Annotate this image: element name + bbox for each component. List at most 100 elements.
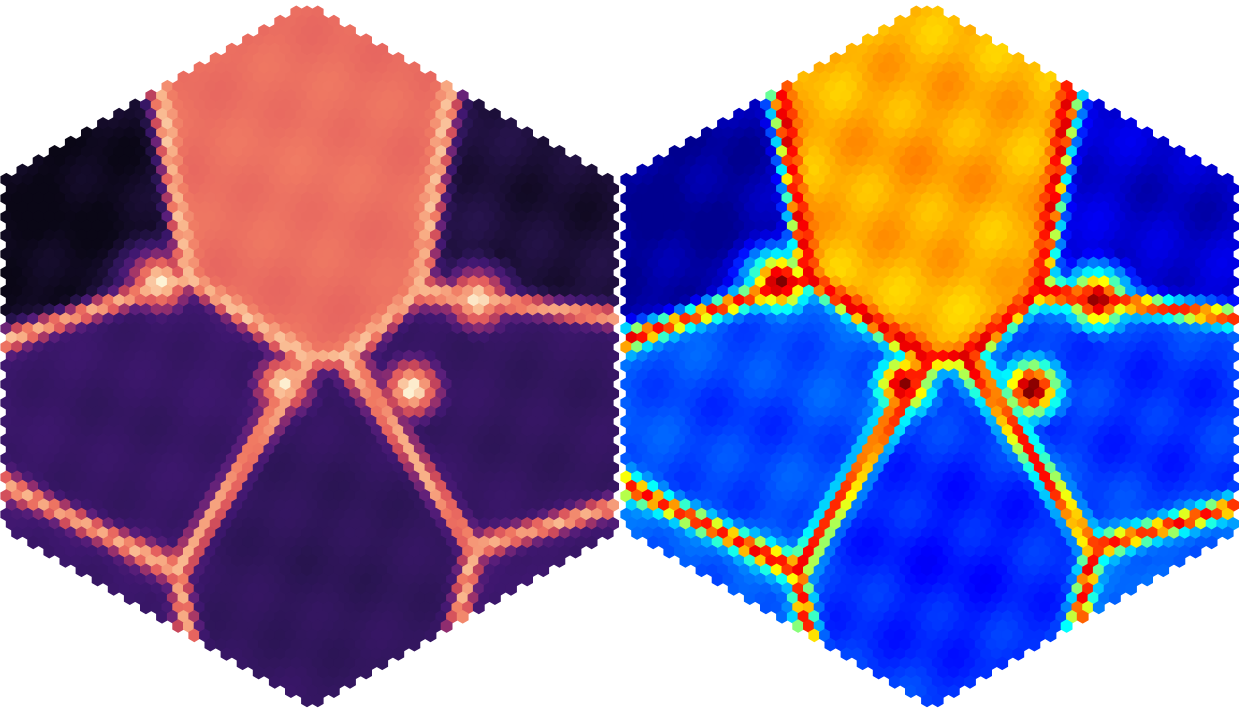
hex-cell [942,117,955,131]
hex-cell [845,265,858,280]
hex-cell [123,312,136,326]
hex-cell [43,228,56,243]
hex-cell [183,414,195,429]
hex-cell [996,172,1009,187]
hex-cell [107,303,120,317]
hex-cell [483,451,496,466]
hex-cell [958,89,971,103]
hex-cell [413,554,426,568]
hex-cell [964,340,976,354]
hex-cell [575,479,587,494]
hex-cell [328,331,340,345]
hex-cell [123,517,136,531]
hex-cell [845,172,858,187]
hex-cell [86,303,99,317]
hex-cell [711,219,724,233]
hex-cell [510,461,523,475]
hex-cell [199,535,211,550]
hex-cell [268,600,281,615]
hex-cell [510,498,523,512]
hex-cell [344,191,356,206]
hex-cell [107,377,120,392]
hex-cell [494,321,507,336]
hex-cell [931,61,944,75]
hex-cell [183,470,195,485]
hex-cell [225,563,238,578]
hex-cell [803,98,815,113]
hex-cell [215,172,227,187]
hex-cell [1033,275,1046,289]
hex-cell [123,107,136,122]
hex-cell [225,396,238,410]
hex-cell [387,172,399,187]
hex-cell [462,265,474,280]
hex-cell [268,358,281,373]
hex-cell [301,451,313,466]
hex-cell [1152,200,1164,215]
hex-cell [440,321,453,336]
hex-cell [258,135,270,150]
hex-cell [1050,265,1062,280]
hex-cell [542,238,555,252]
hex-cell [1012,107,1025,122]
hex-cell [344,489,356,503]
hex-cell [1007,210,1019,224]
hex-cell [1189,191,1202,206]
hex-cell [668,256,681,271]
hex-cell [456,238,469,252]
hex-cell [510,386,523,401]
hex-cell [749,247,762,261]
hex-cell [27,517,40,531]
hex-cell [75,451,88,466]
hex-cell [344,228,356,243]
hex-cell [177,591,190,605]
hex-cell [370,163,383,178]
hex-cell [285,461,297,475]
hex-cell [263,349,276,364]
hex-cell [311,358,324,373]
hex-cell [862,349,874,364]
hex-cell [760,358,772,373]
hex-cell [684,247,697,261]
hex-cell [1200,321,1213,336]
hex-cell [878,154,890,168]
hex-cell [990,182,1003,196]
hex-cell [365,321,378,336]
hex-cell [451,303,464,317]
hex-cell [813,247,826,261]
hex-cell [478,349,491,364]
hex-cell [295,256,308,271]
hex-cell [717,191,729,206]
hex-cell [328,405,340,419]
hex-cell [419,526,431,540]
hex-cell [974,284,987,299]
hex-cell [733,349,745,364]
hex-cell [878,210,890,224]
hex-cell [701,256,713,271]
hex-cell [1066,200,1078,215]
hex-cell [462,98,474,113]
hex-cell [695,340,708,354]
hex-cell [279,340,292,354]
hex-cell [467,368,480,382]
hex-cell [472,433,485,447]
hex-cell [521,461,533,475]
hex-cell [515,377,528,392]
hex-cell [97,433,109,447]
hex-cell [526,210,539,224]
hex-cell [958,52,971,66]
hex-cell [776,126,788,140]
hex-cell [1044,107,1057,122]
hex-cell [765,368,778,382]
hex-cell [258,489,270,503]
hex-cell [220,405,233,419]
hex-cell [387,98,399,113]
hex-cell [338,52,351,66]
hex-cell [953,79,966,94]
hex-cell [958,107,971,122]
hex-cell [964,117,976,131]
hex-cell [548,321,560,336]
hex-cell [607,461,619,475]
hex-cell [733,145,745,159]
hex-cell [797,89,810,103]
